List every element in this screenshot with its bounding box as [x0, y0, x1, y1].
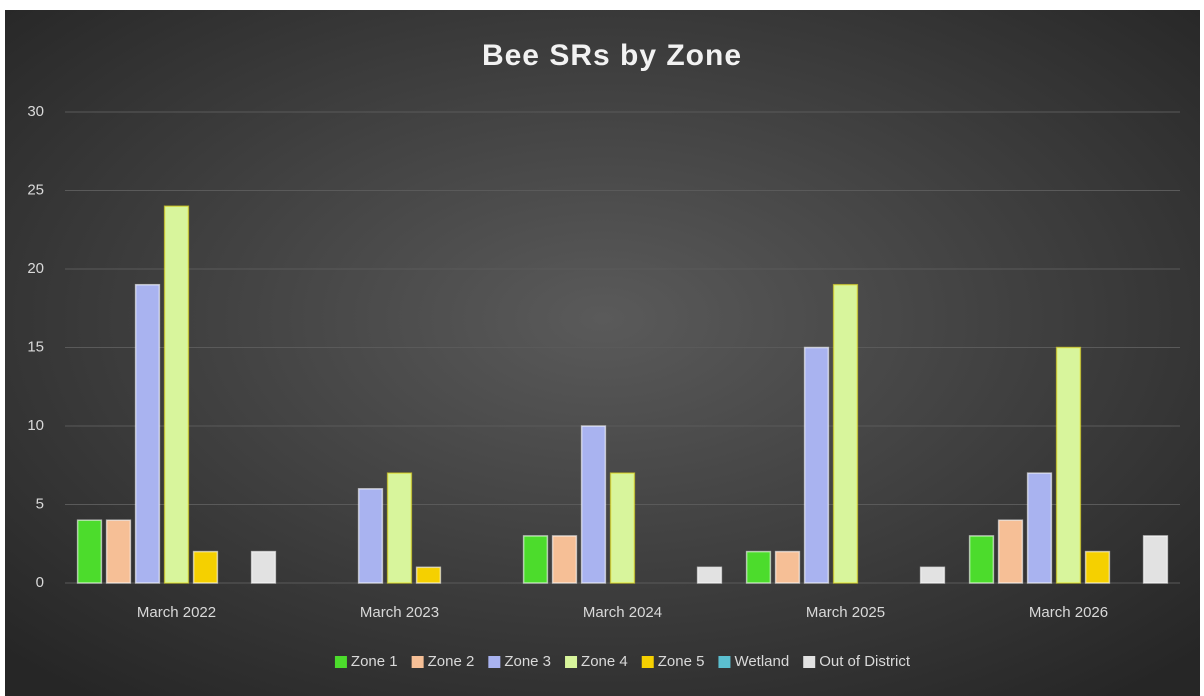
bar	[386, 472, 413, 584]
bar	[745, 550, 772, 584]
bar	[803, 346, 830, 584]
bar	[134, 283, 161, 584]
legend-label: Wetland	[734, 653, 789, 670]
bar	[580, 425, 607, 584]
y-tick-label: 30	[27, 103, 44, 120]
legend-label: Zone 1	[351, 653, 398, 670]
bar	[1084, 550, 1111, 584]
legend-label: Zone 5	[658, 653, 705, 670]
y-tick-label: 15	[27, 338, 44, 355]
x-tick-label: March 2024	[583, 604, 662, 621]
legend-swatch	[488, 656, 501, 668]
bar	[357, 488, 384, 584]
y-tick-label: 5	[36, 495, 44, 512]
bar	[522, 535, 549, 584]
x-tick-label: March 2023	[360, 604, 439, 621]
y-tick-label: 0	[36, 574, 44, 591]
bar	[1142, 535, 1169, 584]
bar	[997, 519, 1024, 584]
bar	[1026, 472, 1053, 584]
y-tick-label: 25	[27, 181, 44, 198]
bar	[76, 519, 103, 584]
bar	[105, 519, 132, 584]
bar	[609, 472, 636, 584]
x-tick-label: March 2025	[806, 604, 885, 621]
bar	[774, 550, 801, 584]
legend-label: Zone 4	[581, 653, 628, 670]
y-tick-label: 10	[27, 417, 44, 434]
x-tick-label: March 2026	[1029, 604, 1108, 621]
bar	[415, 566, 442, 584]
legend-label: Out of District	[819, 653, 911, 670]
legend-swatch	[565, 656, 578, 668]
legend-swatch	[718, 656, 731, 668]
legend-swatch	[334, 656, 347, 668]
bar	[250, 550, 277, 584]
legend-label: Zone 2	[428, 653, 475, 670]
bar	[163, 205, 190, 584]
x-tick-label: March 2022	[137, 604, 216, 621]
chart-title: Bee SRs by Zone	[482, 39, 742, 72]
bar	[696, 566, 723, 584]
bar	[832, 283, 859, 584]
legend-label: Zone 3	[504, 653, 551, 670]
legend-swatch	[411, 656, 424, 668]
legend-swatch	[641, 656, 654, 668]
y-tick-label: 20	[27, 260, 44, 277]
bar	[551, 535, 578, 584]
legend-swatch	[803, 656, 816, 668]
bar	[919, 566, 946, 584]
bar	[1055, 346, 1082, 584]
bar	[192, 550, 219, 584]
bar	[968, 535, 995, 584]
